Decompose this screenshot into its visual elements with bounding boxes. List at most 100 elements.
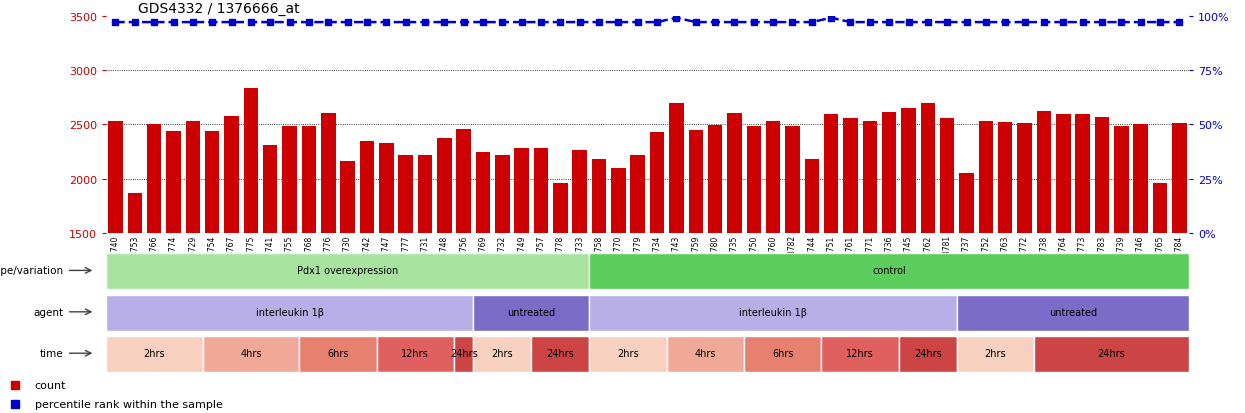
Text: 24hrs: 24hrs [1098, 349, 1125, 358]
Text: 2hrs: 2hrs [143, 349, 166, 358]
Bar [589, 295, 957, 331]
Bar [589, 254, 1189, 290]
Bar [376, 336, 454, 372]
Bar [418, 155, 432, 396]
Bar [1037, 112, 1051, 396]
Bar [224, 116, 239, 396]
Text: 2hrs: 2hrs [985, 349, 1006, 358]
Text: agent: agent [34, 307, 63, 317]
Bar [299, 336, 376, 372]
Bar [473, 295, 589, 331]
Bar [167, 131, 181, 396]
Bar [589, 336, 667, 372]
Bar [1094, 117, 1109, 396]
Bar [360, 141, 375, 396]
Bar [321, 114, 335, 396]
Bar [957, 295, 1189, 331]
Bar [147, 125, 162, 396]
Bar [727, 114, 742, 396]
Bar [496, 155, 509, 396]
Text: 2hrs: 2hrs [492, 349, 513, 358]
Bar [203, 336, 299, 372]
Bar [534, 149, 548, 396]
Bar [979, 122, 994, 396]
Bar [667, 336, 745, 372]
Bar [747, 127, 761, 396]
Text: 2hrs: 2hrs [618, 349, 639, 358]
Text: GDS4332 / 1376666_at: GDS4332 / 1376666_at [138, 2, 300, 16]
Bar [960, 174, 974, 396]
Bar [106, 254, 589, 290]
Bar [263, 145, 278, 396]
Bar [106, 336, 203, 372]
Text: time: time [40, 349, 63, 358]
Bar [1035, 336, 1189, 372]
Bar [708, 126, 722, 396]
Bar [688, 131, 703, 396]
Bar [899, 336, 957, 372]
Text: untreated: untreated [1048, 307, 1097, 317]
Text: 24hrs: 24hrs [547, 349, 574, 358]
Bar [669, 103, 684, 396]
Bar [957, 336, 1035, 372]
Text: 4hrs: 4hrs [695, 349, 716, 358]
Bar [473, 336, 532, 372]
Bar [532, 336, 589, 372]
Bar [106, 295, 473, 331]
Text: 4hrs: 4hrs [240, 349, 261, 358]
Bar [650, 133, 665, 396]
Bar [186, 122, 200, 396]
Bar [1017, 124, 1032, 396]
Bar [457, 129, 471, 396]
Text: percentile rank within the sample: percentile rank within the sample [35, 399, 223, 409]
Bar [1056, 115, 1071, 396]
Bar [881, 113, 896, 396]
Bar [822, 336, 899, 372]
Text: 6hrs: 6hrs [327, 349, 349, 358]
Bar [127, 193, 142, 396]
Bar [1076, 115, 1089, 396]
Bar [1172, 124, 1186, 396]
Bar [108, 122, 123, 396]
Bar [1114, 127, 1128, 396]
Bar [591, 160, 606, 396]
Text: 24hrs: 24hrs [914, 349, 941, 358]
Bar [244, 89, 258, 396]
Bar [301, 127, 316, 396]
Text: 6hrs: 6hrs [772, 349, 793, 358]
Bar [340, 162, 355, 396]
Text: interleukin 1β: interleukin 1β [740, 307, 807, 317]
Bar [437, 139, 452, 396]
Bar [283, 127, 296, 396]
Bar [476, 153, 491, 396]
Text: genotype/variation: genotype/variation [0, 266, 63, 276]
Bar [745, 336, 822, 372]
Bar [920, 103, 935, 396]
Text: 12hrs: 12hrs [401, 349, 430, 358]
Bar [553, 183, 568, 396]
Bar [205, 131, 219, 396]
Bar [378, 143, 393, 396]
Bar [824, 115, 838, 396]
Bar [998, 123, 1012, 396]
Bar [843, 119, 858, 396]
Text: untreated: untreated [507, 307, 555, 317]
Bar [398, 155, 413, 396]
Bar [766, 122, 781, 396]
Bar [804, 160, 819, 396]
Bar [863, 122, 876, 396]
Bar [514, 149, 529, 396]
Text: Pdx1 overexpression: Pdx1 overexpression [298, 266, 398, 276]
Text: 12hrs: 12hrs [847, 349, 874, 358]
Text: 24hrs: 24hrs [449, 349, 478, 358]
Text: interleukin 1β: interleukin 1β [255, 307, 324, 317]
Bar [1153, 183, 1168, 396]
Bar [786, 127, 799, 396]
Text: count: count [35, 380, 66, 390]
Bar [573, 151, 586, 396]
Bar [1133, 125, 1148, 396]
Bar [454, 336, 473, 372]
Bar [940, 119, 955, 396]
Bar [611, 169, 626, 396]
Bar [630, 155, 645, 396]
